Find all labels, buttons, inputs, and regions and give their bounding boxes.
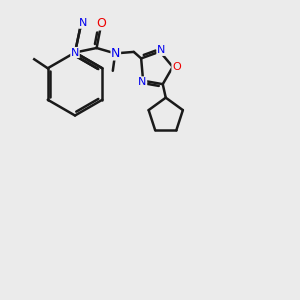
Text: O: O [96, 17, 106, 30]
Text: N: N [111, 47, 121, 60]
Text: N: N [71, 47, 79, 58]
Text: N: N [138, 77, 147, 87]
Text: N: N [79, 18, 87, 28]
Text: N: N [157, 45, 165, 56]
Text: O: O [172, 62, 181, 72]
